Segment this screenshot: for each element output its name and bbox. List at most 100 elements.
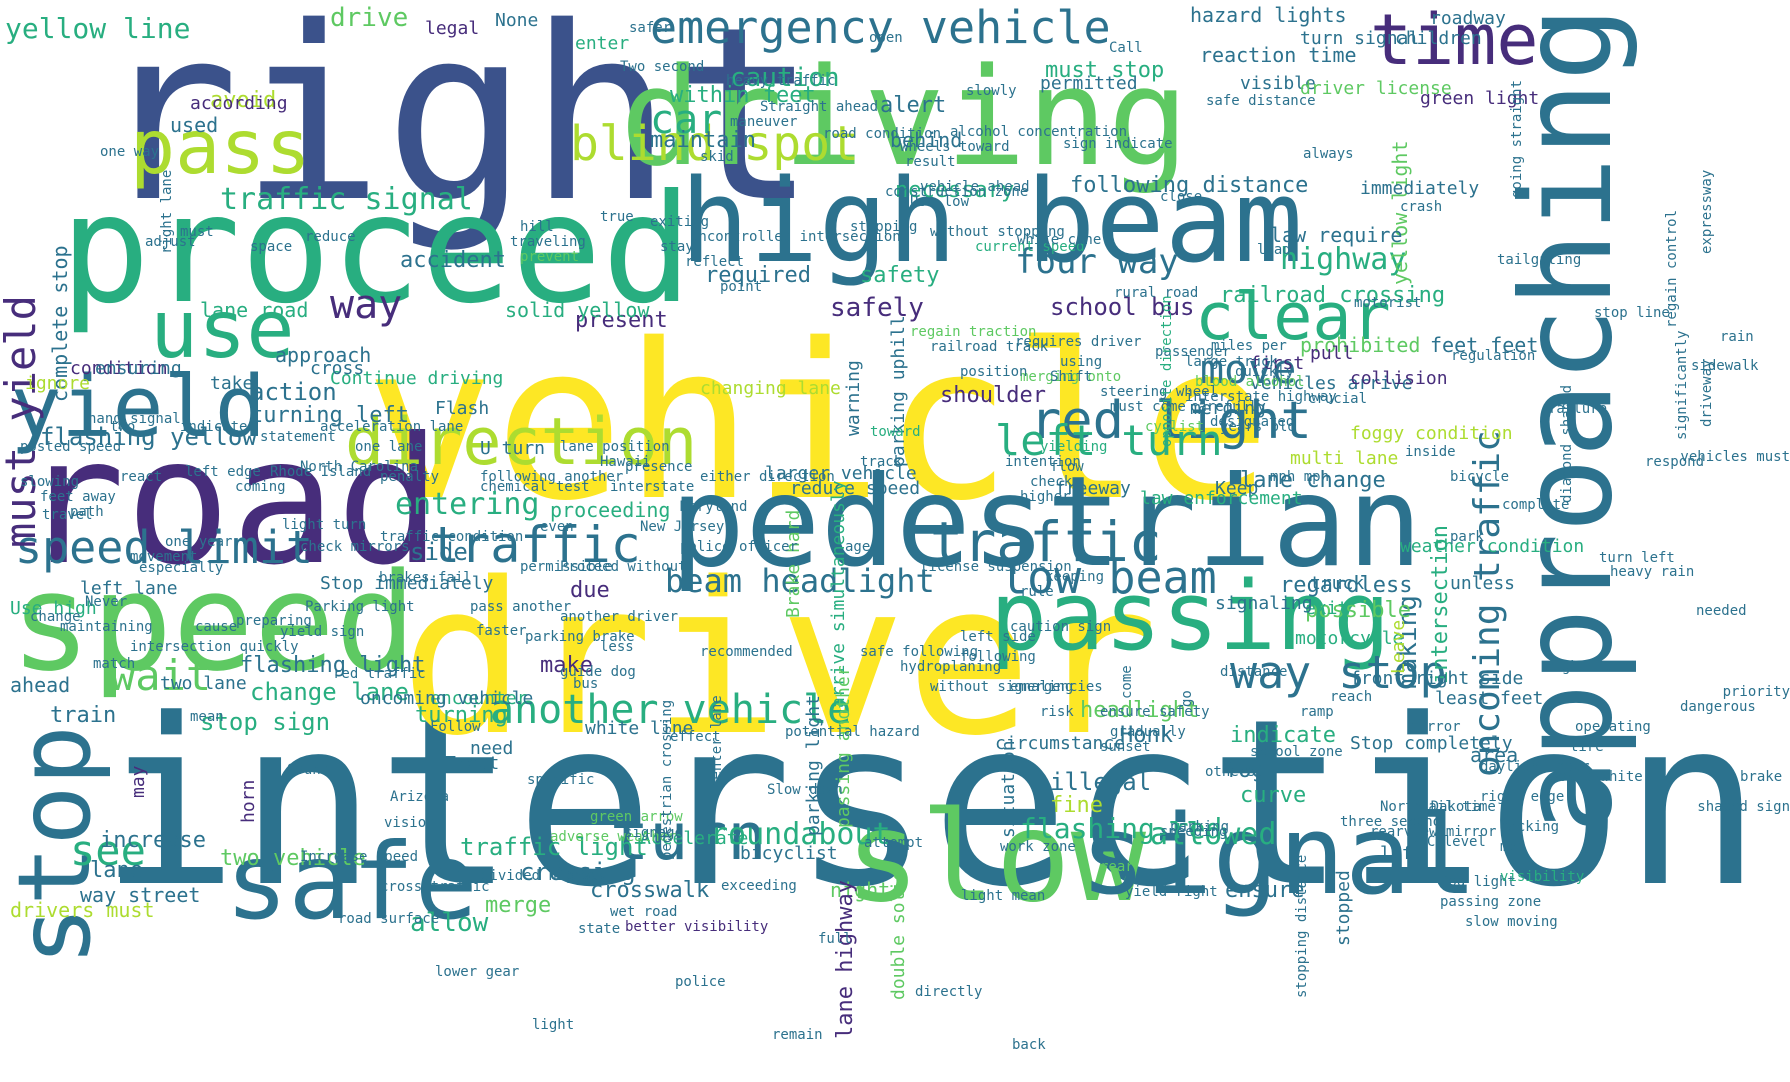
word-solid-yellow: solid yellow xyxy=(505,298,650,322)
word-beam-headlight: beam headlight xyxy=(665,562,935,600)
word-school-zone: school zone xyxy=(1250,744,1343,760)
word-park: park xyxy=(1450,529,1484,545)
word-stop-completely: Stop completely xyxy=(1350,733,1513,754)
word-passing: passing xyxy=(990,562,1391,672)
word-night: night xyxy=(830,878,891,902)
word-acceleration-lane: acceleration lane xyxy=(320,419,464,435)
word-warning: warning xyxy=(843,360,864,436)
word-reflect: reflect xyxy=(685,254,745,270)
word-ensure: ensure xyxy=(1225,878,1305,903)
word-signage: signage xyxy=(624,825,684,841)
word-reduce: reduce xyxy=(305,229,356,245)
word-sunset: sunset xyxy=(1100,739,1151,755)
word-license-suspension: license suspension xyxy=(920,559,1072,575)
word-shoulder: shoulder xyxy=(940,383,1046,408)
word-yielding: yielding xyxy=(1040,439,1108,455)
word-pass-another: pass another xyxy=(470,599,572,615)
word-safely: safely xyxy=(830,293,924,323)
word-fog-light: fog light xyxy=(1440,874,1516,890)
word-driving: driving xyxy=(620,39,1189,196)
word-behind: behind xyxy=(890,128,963,152)
word-unless: unless xyxy=(1450,573,1516,594)
word-parking-brake: parking brake xyxy=(525,629,635,645)
word-driver: driver xyxy=(400,537,1159,782)
word-stop-immediately: Stop immediately xyxy=(320,573,494,594)
word-brakes-fail: brakes fail xyxy=(379,570,472,586)
word-stopping-distance: stopping distance xyxy=(1294,855,1310,999)
word-motorcycle: motorcycle xyxy=(1295,628,1404,649)
word-rain: rain xyxy=(1720,329,1754,345)
word-ensuring: ensuring xyxy=(95,358,182,379)
word-road-surface: road surface xyxy=(338,911,440,927)
word-straight-ahead: Straight ahead xyxy=(760,99,879,115)
word-maryland: Maryland xyxy=(680,499,748,515)
word-safe: safe xyxy=(225,821,478,943)
word-weather-condition: weather condition xyxy=(1400,536,1585,557)
word-left-turn: left turn xyxy=(995,416,1223,465)
word-heavy-traffic: heavy traffic xyxy=(726,73,836,89)
word-cyclist: cyclist xyxy=(1145,419,1205,435)
word-green-arrow: green arrow xyxy=(590,809,683,825)
word-indicate: indicate xyxy=(1230,723,1336,748)
word-one-way: one way xyxy=(100,144,160,160)
word-white-line: white line xyxy=(585,718,694,739)
word-alcohol-concentration: alcohol concentration xyxy=(950,124,1128,140)
word-change-lane: change lane xyxy=(250,678,409,706)
word-distance: distance xyxy=(1220,664,1288,680)
word-jail-time: jail time xyxy=(1420,799,1496,815)
word-collision: collision xyxy=(1350,368,1448,389)
word-age: age xyxy=(845,539,871,555)
word-exit: exit xyxy=(1305,598,1349,619)
word-bac-level: BAC level xyxy=(1410,834,1486,850)
word-path: path xyxy=(70,504,104,520)
word-law-enforcement: law enforcement xyxy=(1140,488,1303,509)
word-mph-mph: mph mph xyxy=(1270,469,1330,485)
word-continue-driving: Continue driving xyxy=(330,368,504,389)
word-lane: lane xyxy=(90,858,143,883)
word-way-stop: way stop xyxy=(1230,646,1447,699)
word-open: open xyxy=(869,30,903,46)
word-stay: stay xyxy=(660,239,694,255)
word-drive: drive xyxy=(330,3,409,33)
word-tailgating: tailgating xyxy=(1497,252,1582,268)
word-keep: Keep xyxy=(1215,478,1259,499)
word-parking-uphill: parking uphill xyxy=(888,315,909,467)
word-cross: cross xyxy=(310,358,365,379)
word-right-edge: right edge xyxy=(1480,789,1565,805)
word-prohibited: prohibited xyxy=(1300,333,1421,357)
word-least-feet: least feet xyxy=(1435,688,1544,709)
word-caution-sign: caution sign xyxy=(1010,619,1112,635)
word-feet-feet: feet feet xyxy=(1430,333,1539,357)
word-react: react xyxy=(120,469,163,485)
word-quickly: quickly xyxy=(1235,364,1295,380)
word-double-solid: double solid xyxy=(888,870,909,1001)
word-passing-zone: passing zone xyxy=(1440,894,1542,910)
word-complete: complete xyxy=(1502,497,1570,513)
word-hill: hill xyxy=(520,219,554,235)
word-intersection-quickly: intersection quickly xyxy=(130,639,299,655)
word-solid-white: solid white xyxy=(1550,769,1643,785)
word-left-edge: left edge xyxy=(185,464,261,480)
word-highway: highway xyxy=(1280,242,1407,277)
word-avoid: avoid xyxy=(210,88,277,113)
word-blind-spot: blind spot xyxy=(570,116,859,172)
word-low-beam: low beam xyxy=(1000,551,1217,604)
word-another-driver: another driver xyxy=(560,609,679,625)
word-safer: safer xyxy=(629,20,672,36)
word-arizona: Arizona xyxy=(390,789,450,805)
word-left-side: left side xyxy=(960,629,1036,645)
word-posted-speed: posted speed xyxy=(20,439,122,455)
word-north-dakota: North Dakota xyxy=(1380,799,1482,815)
word-red-light: red light xyxy=(1030,391,1312,451)
word-passing-another: passing another xyxy=(833,665,854,828)
word-ramp: ramp xyxy=(1300,704,1334,720)
word-attempt: attempt xyxy=(864,835,924,851)
word-sound: Sound xyxy=(287,762,330,778)
word-oncoming-vehicle: oncoming vehicle xyxy=(360,688,534,709)
word-wheels-toward: wheels toward xyxy=(900,139,1010,155)
word-requires-driver: requires driver xyxy=(1015,334,1142,350)
word-going-straight: going straight xyxy=(1509,80,1525,199)
word-speed-limit: speed limit xyxy=(15,521,314,574)
word-toward: toward xyxy=(870,424,921,440)
